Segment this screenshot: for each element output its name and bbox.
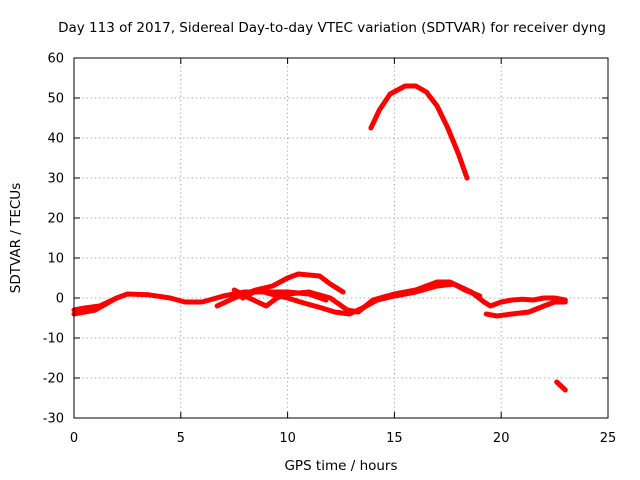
y-tick-label: -10 xyxy=(43,332,64,347)
x-tick-label: 15 xyxy=(386,431,403,446)
y-tick-label: -30 xyxy=(43,412,64,427)
y-tick-label: 60 xyxy=(47,52,64,67)
series-arc-9 xyxy=(554,379,568,393)
series-arc-6 xyxy=(368,83,470,181)
y-tick-label: -20 xyxy=(43,372,64,387)
y-tick-label: 50 xyxy=(47,92,64,107)
x-tick-label: 10 xyxy=(279,431,296,446)
series-arc-5 xyxy=(240,281,487,317)
tick-marks xyxy=(73,57,609,419)
series-arc-7 xyxy=(481,295,568,309)
chart-title: Day 113 of 2017, Sidereal Day-to-day VTE… xyxy=(58,20,606,36)
x-tick-label: 20 xyxy=(493,431,510,446)
x-tick-label: 5 xyxy=(177,431,185,446)
y-tick-label: 30 xyxy=(47,172,64,187)
y-tick-label: 40 xyxy=(47,132,64,147)
x-tick-label: 25 xyxy=(600,431,617,446)
grid-lines xyxy=(74,58,608,418)
y-tick-label: 10 xyxy=(47,252,64,267)
x-tick-labels: 0 5 10 15 20 25 xyxy=(70,431,616,446)
x-tick-label: 0 xyxy=(70,431,78,446)
y-axis-label: SDTVAR / TECUs xyxy=(8,183,24,293)
y-tick-label: 20 xyxy=(47,212,64,227)
x-axis-label: GPS time / hours xyxy=(284,458,397,474)
series-arc-2 xyxy=(71,295,120,317)
plot-frame xyxy=(73,57,609,419)
y-tick-labels: -30 -20 -10 0 10 20 30 40 50 60 xyxy=(43,52,64,427)
data-series xyxy=(71,83,568,393)
series-arc-8 xyxy=(483,299,568,319)
y-tick-label: 0 xyxy=(56,292,64,307)
